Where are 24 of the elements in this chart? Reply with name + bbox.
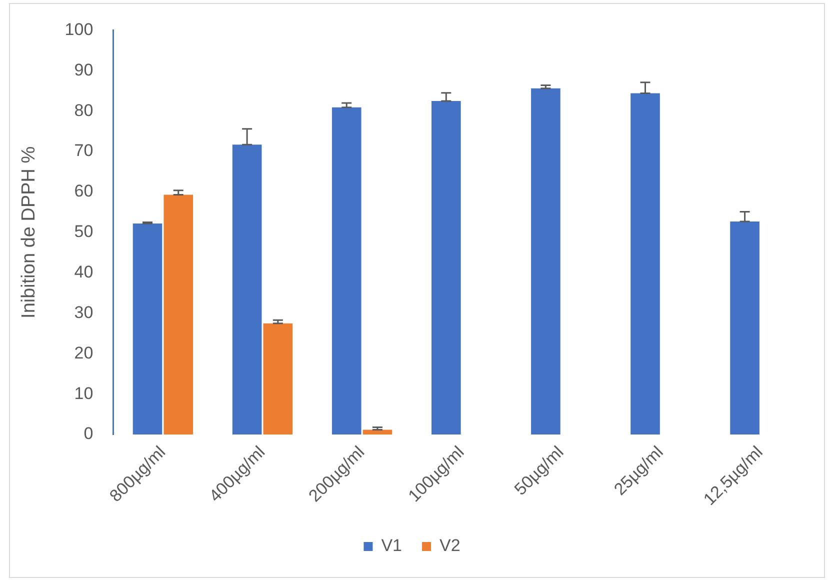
y-tick-label: 70 bbox=[74, 141, 94, 160]
y-tick-label: 90 bbox=[74, 60, 94, 80]
legend-label: V1 bbox=[381, 536, 402, 556]
bar bbox=[132, 223, 162, 435]
y-tick-label: 30 bbox=[74, 302, 94, 322]
bar bbox=[232, 144, 262, 435]
y-tick-label: 40 bbox=[74, 262, 94, 282]
y-axis-title: Inibition de DPPH % bbox=[18, 146, 40, 318]
bar bbox=[164, 194, 194, 435]
y-tick-label: 10 bbox=[74, 384, 94, 403]
y-tick-label: 20 bbox=[74, 343, 94, 362]
y-tick-label: 60 bbox=[74, 182, 94, 201]
bar bbox=[263, 323, 293, 435]
y-tick-label: 80 bbox=[74, 100, 94, 120]
bar bbox=[431, 100, 461, 435]
bar bbox=[730, 221, 760, 435]
y-tick-label: 50 bbox=[74, 222, 94, 242]
bar bbox=[362, 430, 392, 435]
y-tick-label: 100 bbox=[64, 20, 94, 39]
legend-label: V2 bbox=[440, 536, 460, 556]
bar bbox=[332, 107, 362, 435]
y-tick-label: 0 bbox=[84, 424, 94, 444]
bar bbox=[531, 88, 560, 435]
bar bbox=[630, 93, 660, 435]
